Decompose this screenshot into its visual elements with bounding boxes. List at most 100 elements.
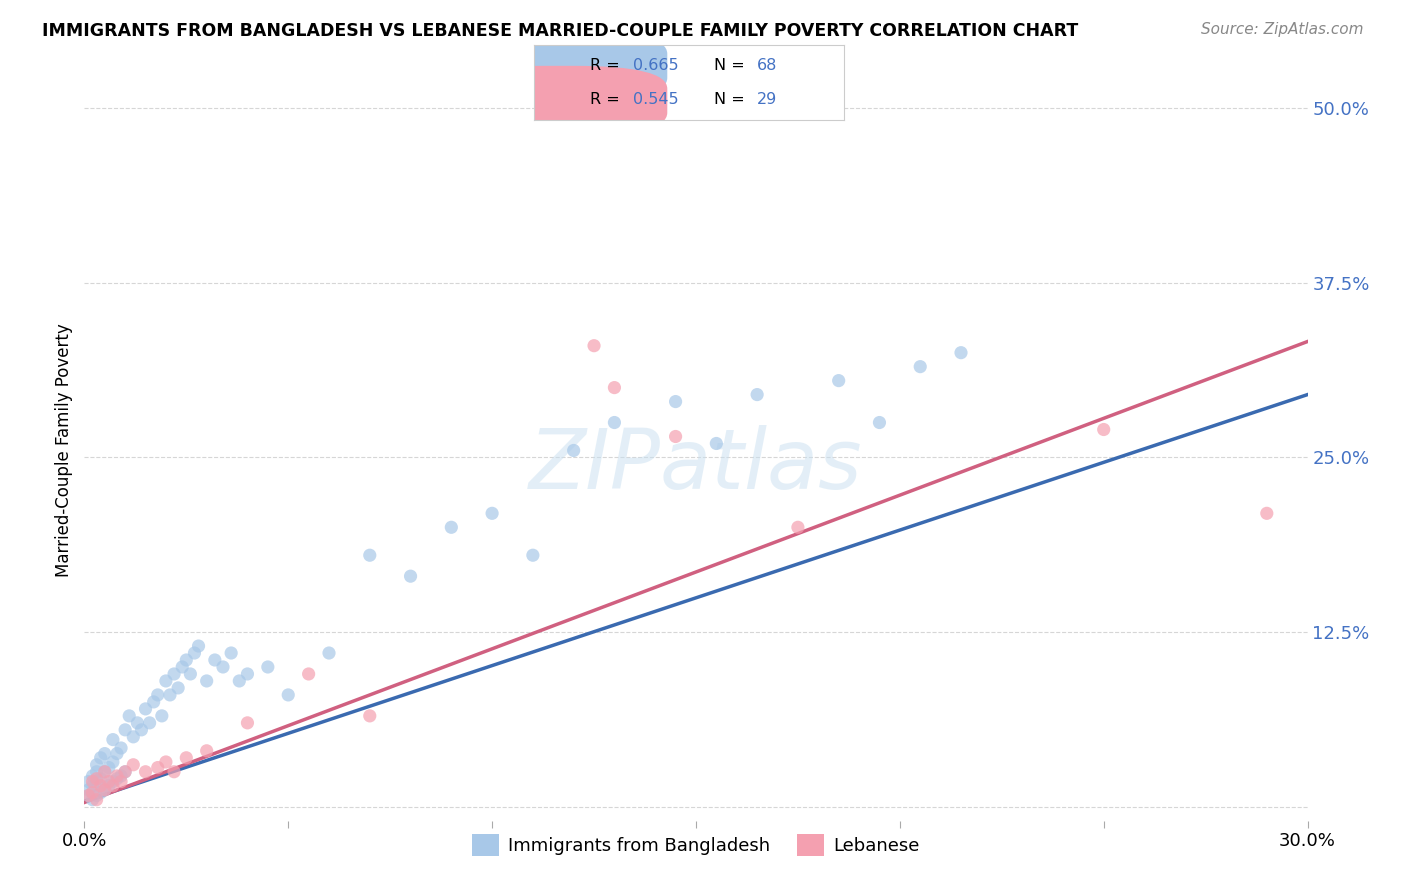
Point: [172, 660, 194, 674]
Text: Source: ZipAtlas.com: Source: ZipAtlas.com: [1201, 22, 1364, 37]
Point: [135, 764, 157, 779]
Text: 29: 29: [756, 93, 778, 107]
Point: [603, 416, 626, 430]
Point: [97, 779, 120, 793]
Point: [236, 667, 259, 681]
Point: [86, 764, 108, 779]
Point: [522, 548, 544, 562]
Point: [86, 793, 108, 807]
Point: [105, 747, 128, 761]
Point: [93, 783, 115, 797]
FancyBboxPatch shape: [451, 31, 668, 101]
Point: [236, 715, 259, 730]
Point: [828, 374, 851, 388]
Point: [86, 774, 108, 789]
Point: [138, 715, 160, 730]
Point: [146, 688, 169, 702]
Point: [950, 345, 973, 359]
Point: [131, 723, 153, 737]
Point: [706, 436, 728, 450]
Point: [665, 429, 688, 443]
Point: [910, 359, 932, 374]
Point: [105, 769, 128, 783]
Point: [174, 751, 197, 765]
Point: [101, 732, 124, 747]
FancyBboxPatch shape: [451, 66, 668, 136]
Text: IMMIGRANTS FROM BANGLADESH VS LEBANESE MARRIED-COUPLE FAMILY POVERTY CORRELATION: IMMIGRANTS FROM BANGLADESH VS LEBANESE M…: [42, 22, 1078, 40]
Point: [1256, 506, 1278, 520]
Point: [97, 760, 120, 774]
Text: 0.665: 0.665: [633, 58, 679, 72]
Point: [77, 789, 100, 803]
Point: [440, 520, 463, 534]
Point: [127, 715, 149, 730]
Text: N =: N =: [714, 58, 749, 72]
Point: [787, 520, 810, 534]
Point: [219, 646, 242, 660]
Point: [86, 772, 108, 786]
Point: [101, 774, 124, 789]
Point: [135, 702, 157, 716]
Point: [93, 783, 115, 797]
Point: [93, 764, 115, 779]
Point: [101, 755, 124, 769]
Point: [77, 783, 100, 797]
Text: 0.545: 0.545: [633, 93, 679, 107]
Point: [93, 747, 115, 761]
Point: [86, 789, 108, 803]
Point: [114, 764, 136, 779]
Point: [93, 764, 115, 779]
Point: [110, 769, 132, 783]
Point: [77, 774, 100, 789]
Point: [318, 646, 340, 660]
Point: [155, 673, 177, 688]
Point: [110, 741, 132, 756]
Point: [142, 695, 165, 709]
Point: [146, 760, 169, 774]
Point: [212, 660, 235, 674]
Point: [183, 646, 205, 660]
Text: N =: N =: [714, 93, 749, 107]
Point: [159, 688, 181, 702]
Point: [359, 548, 381, 562]
Point: [122, 730, 145, 744]
Point: [82, 774, 104, 789]
Point: [105, 772, 128, 786]
Point: [82, 769, 104, 783]
Point: [122, 757, 145, 772]
Point: [277, 688, 299, 702]
Point: [204, 653, 226, 667]
Point: [747, 387, 769, 401]
Point: [179, 667, 201, 681]
Point: [114, 764, 136, 779]
Text: R =: R =: [591, 58, 624, 72]
Text: R =: R =: [591, 93, 624, 107]
Point: [298, 667, 321, 681]
Y-axis label: Married-Couple Family Poverty: Married-Couple Family Poverty: [55, 324, 73, 577]
Point: [82, 793, 104, 807]
Point: [118, 709, 141, 723]
Point: [583, 339, 606, 353]
Point: [114, 723, 136, 737]
Point: [82, 779, 104, 793]
Point: [187, 639, 209, 653]
Text: ZIPatlas: ZIPatlas: [529, 425, 863, 506]
Point: [82, 786, 104, 800]
Point: [195, 673, 218, 688]
Point: [481, 506, 503, 520]
Point: [86, 757, 108, 772]
Point: [90, 751, 112, 765]
Point: [97, 774, 120, 789]
Point: [110, 774, 132, 789]
Legend: Immigrants from Bangladesh, Lebanese: Immigrants from Bangladesh, Lebanese: [465, 827, 927, 863]
Point: [163, 764, 186, 779]
Point: [174, 653, 197, 667]
Point: [155, 755, 177, 769]
Point: [399, 569, 422, 583]
Text: 68: 68: [756, 58, 778, 72]
Point: [90, 786, 112, 800]
Point: [195, 744, 218, 758]
Point: [150, 709, 173, 723]
Point: [228, 673, 250, 688]
Point: [90, 772, 112, 786]
